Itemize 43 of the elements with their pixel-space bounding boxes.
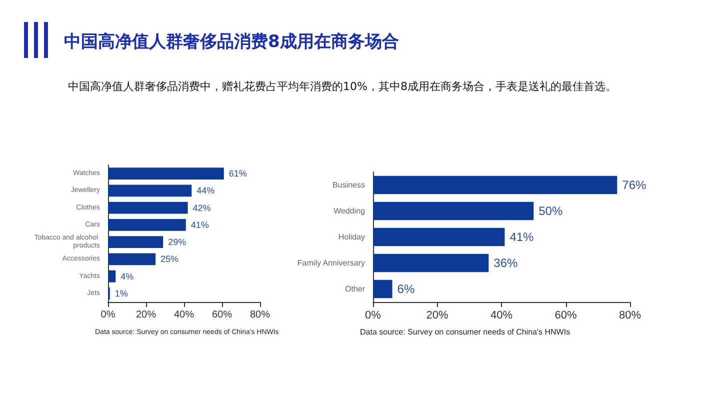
bar (108, 202, 188, 214)
bar (373, 228, 505, 246)
x-tick-label: 0% (365, 310, 382, 322)
bar (108, 184, 192, 197)
chart-title: 中国高净值人群奢侈品消费8成用在商务场合 (64, 31, 399, 53)
bar (108, 270, 116, 282)
y-tick-label: Other (344, 284, 366, 294)
y-tick-label: Business (332, 180, 365, 190)
source-note: Data source: Survey on consumer needs of China's HNWIs (360, 328, 570, 336)
x-tick-label: 80% (250, 310, 270, 320)
x-tick-label: 20% (426, 310, 448, 322)
data-label: 4% (120, 271, 134, 282)
x-tick-label: 60% (554, 310, 577, 322)
data-label: 25% (160, 254, 179, 264)
x-tick-label: 60% (212, 310, 232, 320)
data-label: 6% (397, 282, 415, 296)
y-tick-label: Holiday (338, 232, 365, 242)
bar (108, 168, 224, 180)
y-tick-label: Wedding (334, 206, 365, 216)
bar (108, 218, 186, 231)
data-label: 61% (228, 168, 247, 179)
x-tick-label: 40% (174, 310, 194, 320)
data-label: 1% (114, 288, 128, 298)
x-tick-label: 20% (136, 310, 156, 320)
data-label: 41% (510, 230, 534, 244)
bar (108, 253, 156, 266)
data-label: 42% (192, 202, 211, 213)
bar (373, 202, 534, 220)
y-tick-label: Family Anniversary (297, 258, 365, 268)
data-label: 76% (622, 178, 646, 192)
data-label: 41% (190, 220, 209, 230)
data-label: 50% (538, 204, 563, 218)
bar (373, 280, 392, 298)
data-label: 44% (196, 186, 215, 196)
bar (373, 176, 618, 194)
x-tick-label: 0% (100, 310, 116, 320)
bar (108, 236, 164, 248)
x-tick-label: 80% (618, 310, 642, 322)
text: 中国高净值人群奢侈品消费中，赠礼花费占平均年消费的10%，其中8成用在商务场合，手表是送礼的最佳首选。 (68, 79, 616, 94)
data-label: 36% (494, 256, 518, 270)
data-label: 29% (168, 237, 186, 248)
x-tick-label: 40% (490, 310, 513, 322)
bar (373, 254, 489, 272)
